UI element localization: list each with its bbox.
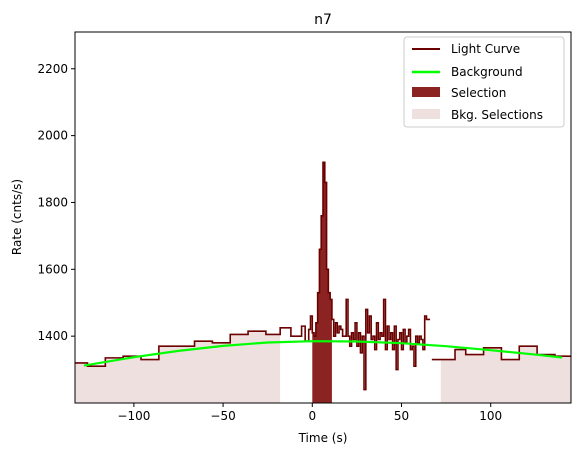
x-tick-label: −50 [210,409,235,423]
legend-label-light-curve: Light Curve [451,42,520,56]
y-tick-label: 2000 [37,129,68,143]
legend-box [403,36,565,128]
x-tick-label: −100 [117,409,150,423]
legend-label-bkg-selections: Bkg. Selections [451,108,543,122]
background-fit-line [83,340,563,367]
chart-title: n7 [314,12,332,28]
y-tick-label: 1800 [37,195,68,209]
x-tick-label: 50 [394,409,409,423]
selection-region [312,162,332,403]
legend-swatch-bkg-selections [412,109,440,119]
legend-label-selection: Selection [451,86,506,100]
plot-frame [74,31,572,404]
bkg-selection-region [75,331,281,403]
x-tick-label: 0 [308,409,316,423]
y-tick-label: 1600 [37,262,68,276]
bkg-selection-region [440,346,571,403]
y-tick-label: 1400 [37,329,68,343]
y-axis-label: Rate (cnts/s) [10,179,24,255]
legend-swatch-selection [412,87,440,97]
legend-label-background: Background [451,65,523,79]
x-axis-label: Time (s) [298,431,348,445]
legend: Light Curve Background Selection Bkg. Se… [403,36,565,128]
x-tick-label: 100 [479,409,502,423]
y-tick-label: 2200 [37,62,68,76]
